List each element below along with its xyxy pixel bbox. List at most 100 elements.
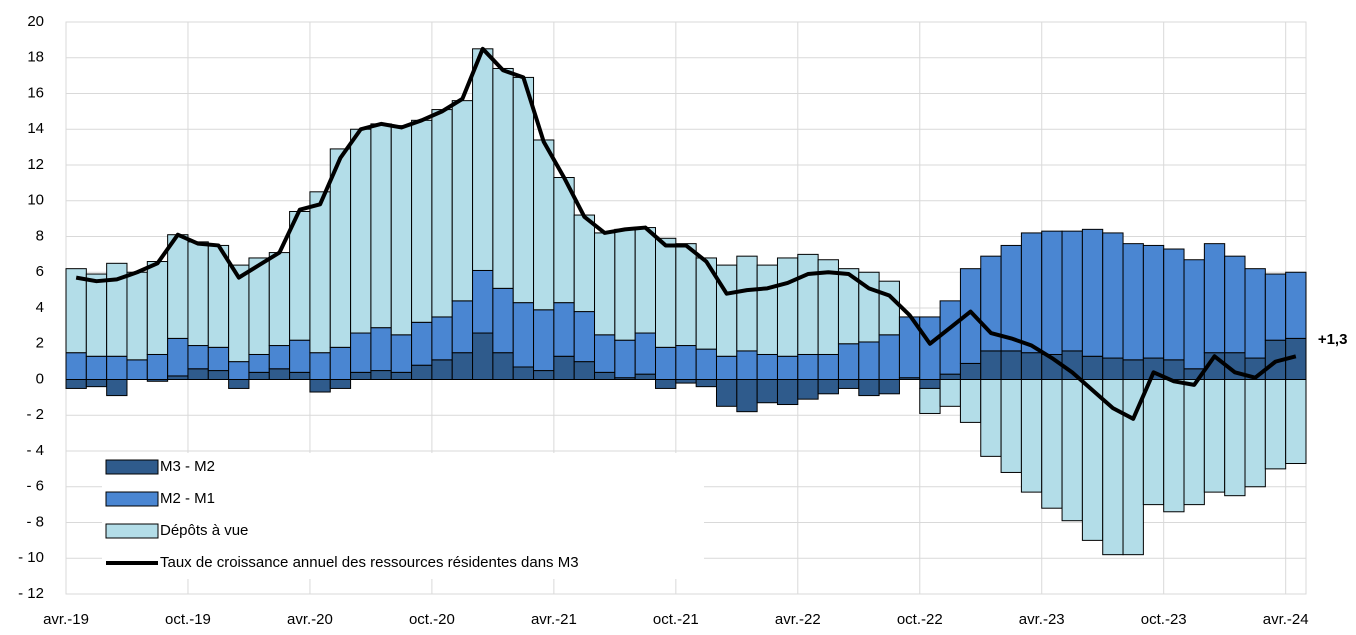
x-tick-label: avr.-21: [531, 611, 577, 628]
y-tick-label: - 4: [26, 442, 44, 459]
bar: [878, 379, 900, 395]
bar: [451, 352, 474, 380]
bar: [1183, 379, 1205, 506]
bar: [106, 379, 128, 397]
bar: [1142, 244, 1165, 359]
bar: [1061, 230, 1083, 352]
legend-label: Dépôts à vue: [160, 522, 248, 539]
bar: [1142, 379, 1165, 506]
bar: [655, 346, 677, 381]
bar: [390, 371, 413, 381]
bar: [655, 237, 677, 348]
y-tick-label: 16: [27, 84, 44, 101]
bar: [594, 334, 616, 373]
bar: [1244, 268, 1266, 359]
bar: [1041, 230, 1063, 355]
bar: [675, 345, 697, 381]
bar: [1020, 379, 1043, 493]
bar: [655, 379, 677, 389]
bar: [207, 346, 230, 372]
bar: [715, 355, 738, 381]
bar: [1285, 379, 1307, 465]
bar: [228, 379, 250, 389]
bar: [1081, 379, 1104, 541]
bar: [309, 379, 331, 393]
bar: [248, 257, 270, 355]
y-tick-label: - 6: [26, 478, 44, 495]
y-tick-label: 14: [27, 120, 44, 137]
legend-swatch: [105, 491, 159, 507]
x-tick-label: avr.-22: [775, 611, 821, 628]
bar: [1061, 379, 1083, 522]
bar: [1224, 255, 1246, 354]
line: [75, 46, 1297, 421]
bar: [939, 379, 961, 407]
bar: [797, 353, 819, 381]
bar: [472, 48, 494, 271]
bar: [289, 210, 311, 341]
x-tick-label: oct.-20: [409, 611, 455, 628]
y-tick-label: 20: [27, 13, 44, 30]
bar: [1183, 259, 1205, 370]
bar: [329, 379, 352, 389]
y-tick-label: - 2: [26, 406, 44, 423]
bar: [573, 311, 596, 363]
y-tick-label: - 10: [18, 549, 44, 566]
bar: [451, 100, 474, 302]
bar: [167, 337, 189, 377]
bar: [715, 379, 738, 407]
bar: [980, 350, 1002, 380]
bar: [289, 371, 311, 381]
legend-label: M3 - M2: [160, 458, 215, 475]
legend-swatch: [105, 459, 159, 475]
bar: [736, 350, 758, 380]
x-tick-label: oct.-22: [897, 611, 943, 628]
bar: [919, 316, 941, 380]
bar: [451, 300, 474, 354]
y-tick-label: - 8: [26, 513, 44, 530]
y-tick-label: 10: [27, 192, 44, 209]
bar: [492, 352, 514, 380]
bar: [309, 191, 331, 354]
y-tick-label: 18: [27, 49, 44, 66]
bar: [492, 67, 514, 289]
legend-label: M2 - M1: [160, 490, 215, 507]
bar: [248, 353, 270, 373]
bar: [431, 359, 453, 380]
x-tick-label: avr.-23: [1019, 611, 1065, 628]
bar: [390, 334, 413, 373]
bar: [573, 214, 596, 313]
bar: [85, 273, 108, 357]
x-tick-label: avr.-24: [1263, 611, 1309, 628]
bar: [370, 123, 392, 329]
bar: [939, 373, 961, 381]
bar: [1020, 232, 1043, 354]
bar: [411, 364, 433, 381]
bar: [980, 379, 1002, 457]
bar: [858, 379, 880, 397]
bar: [431, 316, 453, 361]
bar: [858, 341, 880, 380]
bar: [1264, 379, 1287, 470]
x-tick-label: oct.-19: [165, 611, 211, 628]
bar: [512, 366, 535, 380]
bar: [959, 379, 982, 423]
bar: [878, 280, 900, 336]
bar: [492, 287, 514, 354]
x-tick-label: avr.-19: [43, 611, 89, 628]
bar: [594, 371, 616, 381]
bar: [553, 355, 575, 381]
bar: [776, 257, 799, 357]
bar: [553, 177, 575, 304]
bar: [756, 353, 778, 381]
bar: [289, 339, 311, 373]
bar: [309, 352, 331, 380]
bar: [634, 227, 657, 334]
bar: [553, 302, 575, 357]
bar: [573, 361, 596, 380]
data-label: +1,3: [1318, 331, 1348, 348]
y-tick-label: 0: [36, 370, 44, 387]
bar: [1203, 379, 1226, 493]
legend-swatch: [105, 523, 159, 539]
